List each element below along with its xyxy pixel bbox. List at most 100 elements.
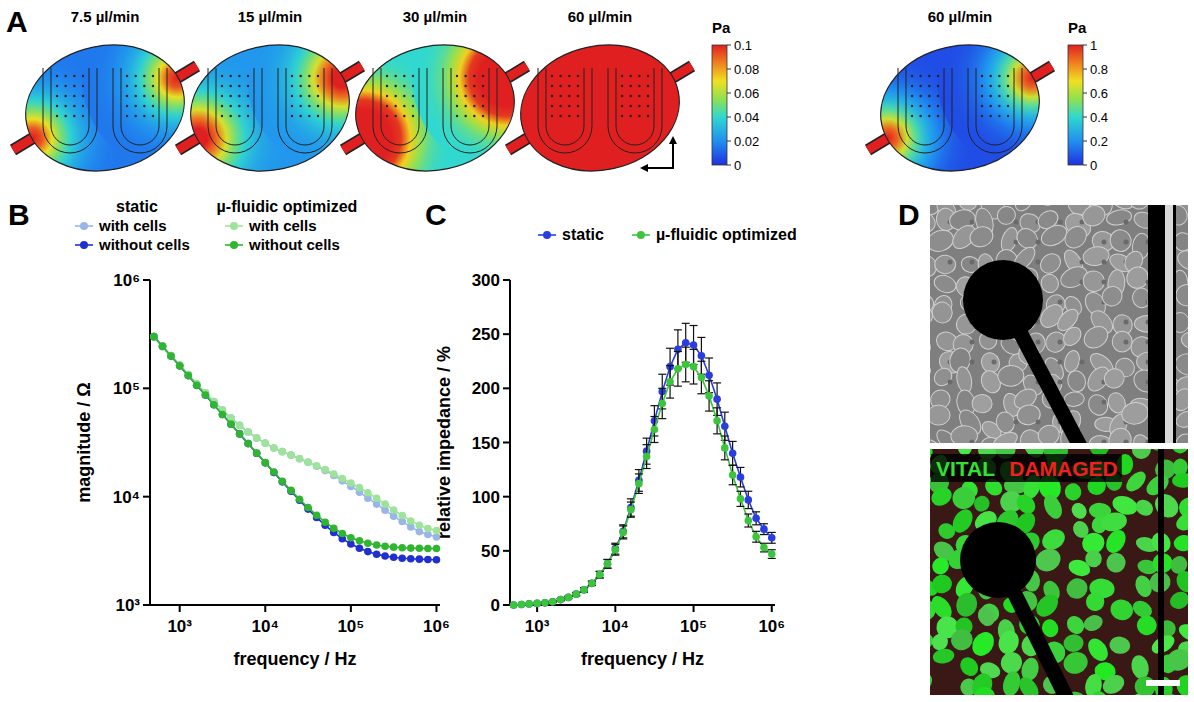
error-bar-cap [619, 538, 627, 539]
data-point [236, 421, 244, 429]
pillar [998, 85, 1000, 87]
pillar [919, 85, 921, 87]
data-point [416, 522, 424, 530]
cell [1016, 403, 1042, 427]
pillar [64, 95, 66, 97]
error-bar-cap [768, 543, 776, 544]
pillar [82, 105, 84, 107]
data-point [612, 546, 620, 554]
legend-marker [80, 222, 88, 230]
chamber-outline [179, 31, 361, 186]
data-point [253, 434, 261, 442]
field-clip [793, 0, 1127, 233]
pillar [394, 105, 396, 107]
colorbar-tick-label: 0.4 [1090, 110, 1108, 125]
pillar [482, 105, 484, 107]
nucleus [1058, 340, 1063, 345]
pillar [621, 85, 623, 87]
field-clip [433, 0, 767, 233]
error-bar-cap [713, 382, 721, 383]
data-point [729, 471, 737, 479]
nucleus [1036, 240, 1041, 245]
colorbar-tick [1083, 45, 1087, 46]
data-point [433, 545, 441, 553]
field-inlet [937, 0, 1127, 173]
error-bar-cap [736, 491, 744, 492]
nucleus [1102, 240, 1107, 245]
legend-label: with cells [98, 217, 167, 234]
pillar [291, 115, 293, 117]
pillar [403, 85, 405, 87]
pillar [638, 105, 640, 107]
error-bar-cap [682, 381, 690, 382]
data-point [643, 453, 651, 461]
pillar [299, 75, 301, 77]
cell [1099, 283, 1126, 310]
vital-cell [1085, 550, 1102, 568]
map-title: 7.5 µl/min [71, 8, 140, 25]
pillar [989, 105, 991, 107]
pillar [473, 85, 475, 87]
vital-cell [1172, 472, 1188, 488]
vital-cell [947, 626, 976, 654]
inlet-channel [178, 138, 198, 150]
error-bar-cap [611, 555, 619, 556]
pillar [134, 75, 136, 77]
pillar [638, 115, 640, 117]
colorbar-tick-label: 0.1 [734, 38, 752, 53]
pillar [73, 105, 75, 107]
error-bar-cap [744, 491, 752, 492]
channel-outer [278, 68, 332, 153]
y-tick [503, 442, 510, 444]
cell [1062, 349, 1082, 374]
data-point [270, 468, 278, 476]
y-tick-label: 250 [472, 325, 500, 344]
error-bar-cap [760, 523, 768, 524]
y-axis [509, 280, 511, 606]
channel-inner [121, 68, 159, 145]
error-bar-cap [635, 469, 643, 470]
pillar [989, 75, 991, 77]
vital-cell [1133, 497, 1156, 519]
error-bar [752, 512, 760, 525]
colorbar-tick-label: 0.8 [1090, 62, 1108, 77]
pillar [73, 115, 75, 117]
data-point [227, 420, 235, 428]
vital-cell [1130, 692, 1150, 695]
vital-cell [1173, 568, 1188, 595]
pillar [937, 95, 939, 97]
error-bar-cap [682, 347, 690, 348]
data-point [518, 601, 526, 609]
error-bar-cap [744, 513, 752, 514]
legend-label: without cells [248, 236, 340, 253]
error-bar-cap [744, 508, 752, 509]
nucleus [1080, 360, 1085, 365]
cell [1081, 268, 1107, 294]
vital-cell [1131, 449, 1151, 459]
colorbar-tick-label: 0.04 [734, 110, 759, 125]
series-line [154, 337, 437, 531]
data-point [244, 440, 252, 448]
error-bar [736, 467, 744, 487]
nucleus [930, 300, 931, 305]
data-point [604, 560, 612, 568]
pillar [308, 75, 310, 77]
pillar [464, 95, 466, 97]
error-bar [760, 543, 768, 552]
error-bar-cap [705, 380, 713, 381]
error-bar [611, 543, 619, 554]
pillar [577, 105, 579, 107]
data-point [373, 541, 381, 549]
data-point [390, 543, 398, 551]
pillar [464, 75, 466, 77]
pillar [638, 95, 640, 97]
x-tick [693, 605, 695, 612]
error-bar [635, 474, 643, 494]
cell [972, 394, 993, 413]
pillar [152, 95, 154, 97]
fluorescence-image [930, 449, 1188, 695]
inlet-channel [508, 138, 528, 150]
data-point [159, 343, 167, 351]
pillar [229, 85, 231, 87]
phase-contrast-image [930, 205, 1188, 443]
